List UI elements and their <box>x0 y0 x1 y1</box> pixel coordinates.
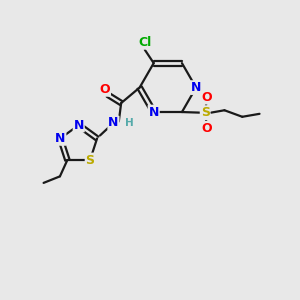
Text: N: N <box>148 106 159 118</box>
Text: S: S <box>85 154 94 166</box>
Text: O: O <box>201 122 212 135</box>
Text: O: O <box>201 91 212 104</box>
Text: N: N <box>55 132 65 145</box>
Text: H: H <box>124 118 133 128</box>
Text: Cl: Cl <box>138 36 152 49</box>
Text: N: N <box>74 118 84 132</box>
Text: N: N <box>191 81 201 94</box>
Text: N: N <box>108 116 118 130</box>
Text: S: S <box>201 106 210 119</box>
Text: O: O <box>100 83 110 96</box>
